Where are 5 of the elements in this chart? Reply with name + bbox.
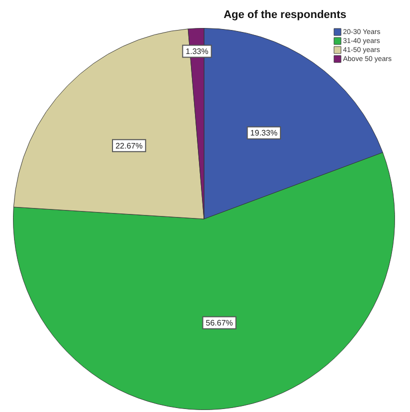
- data-label: 56.67%: [206, 318, 233, 328]
- data-label: 19.33%: [250, 128, 278, 138]
- data-label: 22.67%: [115, 141, 143, 150]
- chart-title: Age of the respondents: [224, 9, 346, 22]
- data-label: 1.33%: [186, 46, 208, 56]
